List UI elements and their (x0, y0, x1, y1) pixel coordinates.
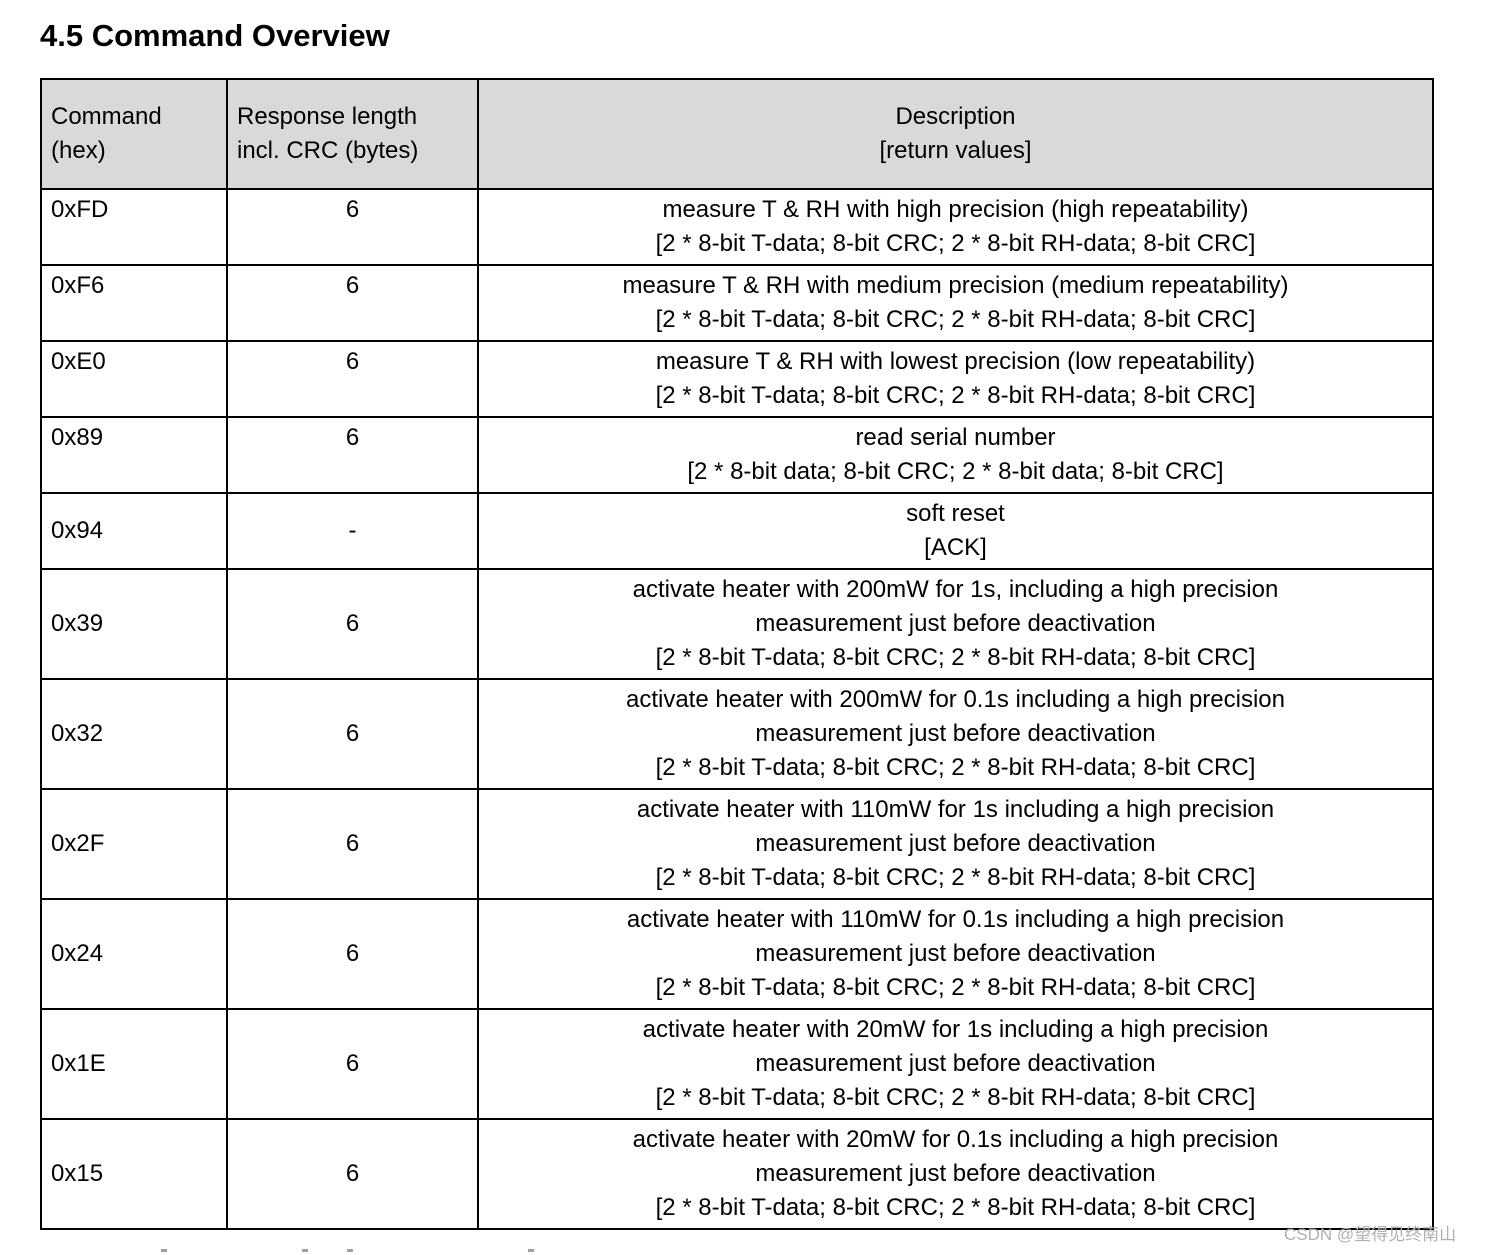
description-line: measure T & RH with medium precision (me… (622, 272, 1289, 299)
description-cell: measure T & RH with lowest precision (lo… (477, 340, 1434, 418)
table-row: 0xE0 6 measure T & RH with lowest precisio… (40, 340, 1434, 418)
header-line: Description (895, 103, 1016, 130)
table-row: 0xFD 6 measure T & RH with high precision … (40, 188, 1434, 266)
description-line: measurement just before deactivation (755, 1050, 1156, 1077)
description-cell: measure T & RH with medium precision (me… (477, 264, 1434, 342)
table-row: 0x89 6 read serial number [2 * 8-bit data; … (40, 416, 1434, 494)
description-line: [2 * 8-bit T-data; 8-bit CRC; 2 * 8-bit … (655, 306, 1256, 333)
clipped-text-fragment (528, 1249, 534, 1252)
description-line: activate heater with 20mW for 1s includi… (642, 1016, 1269, 1043)
header-response-length: Response length incl. CRC (bytes) (226, 78, 479, 190)
table-row: 0x39 6 activate heater with 200mW for 1s, … (40, 568, 1434, 680)
header-description: Description [return values] (477, 78, 1434, 190)
description-line: [2 * 8-bit T-data; 8-bit CRC; 2 * 8-bit … (655, 644, 1256, 671)
response-length-cell: 6 (226, 1118, 479, 1230)
response-length-cell: 6 (226, 1008, 479, 1120)
command-hex-cell: 0x39 (40, 568, 228, 680)
table-row: 0x2F 6 activate heater with 110mW for 1s i… (40, 788, 1434, 900)
header-line: Command (51, 103, 162, 130)
table-row: 0x32 6 activate heater with 200mW for 0.1s… (40, 678, 1434, 790)
description-line: [2 * 8-bit T-data; 8-bit CRC; 2 * 8-bit … (655, 1194, 1256, 1221)
command-overview-table: Command (hex) Response length incl. CRC … (40, 78, 1434, 1230)
description-line: [2 * 8-bit data; 8-bit CRC; 2 * 8-bit da… (687, 458, 1224, 485)
response-length-cell: 6 (226, 568, 479, 680)
description-line: activate heater with 200mW for 0.1s incl… (625, 686, 1285, 713)
description-line: activate heater with 20mW for 0.1s inclu… (632, 1126, 1279, 1153)
header-line: Response length (237, 103, 418, 130)
description-cell: activate heater with 110mW for 1s includ… (477, 788, 1434, 900)
response-length-cell: 6 (226, 340, 479, 418)
csdn-watermark: CSDN @望得见终南山 (1284, 1225, 1457, 1244)
command-hex-cell: 0xF6 (40, 264, 228, 342)
description-cell: read serial number [2 * 8-bit data; 8-bit… (477, 416, 1434, 494)
response-length-cell: 6 (226, 188, 479, 266)
description-cell: activate heater with 200mW for 0.1s incl… (477, 678, 1434, 790)
description-line: [2 * 8-bit T-data; 8-bit CRC; 2 * 8-bit … (655, 230, 1256, 257)
response-length-cell: 6 (226, 678, 479, 790)
response-length-cell: 6 (226, 416, 479, 494)
response-length-cell: 6 (226, 264, 479, 342)
clipped-text-fragment (347, 1249, 353, 1252)
description-line: measurement just before deactivation (755, 1160, 1156, 1187)
clipped-text-fragment (161, 1249, 167, 1252)
table-row: 0x94- soft reset [ACK] (40, 492, 1434, 570)
description-line: [2 * 8-bit T-data; 8-bit CRC; 2 * 8-bit … (655, 754, 1256, 781)
table-row: 0x24 6 activate heater with 110mW for 0.1s… (40, 898, 1434, 1010)
header-line: [return values] (879, 137, 1032, 164)
description-line: measurement just before deactivation (755, 940, 1156, 967)
response-length-cell: - (226, 492, 479, 570)
description-cell: activate heater with 110mW for 0.1s incl… (477, 898, 1434, 1010)
description-cell: activate heater with 20mW for 0.1s inclu… (477, 1118, 1434, 1230)
command-hex-cell: 0x94 (40, 492, 228, 570)
description-line: measure T & RH with high precision (high… (662, 196, 1249, 223)
command-hex-cell: 0xFD (40, 188, 228, 266)
section-title: 4.5 Command Overview (40, 18, 390, 53)
description-line: [2 * 8-bit T-data; 8-bit CRC; 2 * 8-bit … (655, 864, 1256, 891)
description-line: measurement just before deactivation (755, 610, 1156, 637)
command-hex-cell: 0x15 (40, 1118, 228, 1230)
clipped-text-fragment (302, 1249, 308, 1252)
description-line: [2 * 8-bit T-data; 8-bit CRC; 2 * 8-bit … (655, 382, 1256, 409)
description-cell: measure T & RH with high precision (high… (477, 188, 1434, 266)
command-hex-cell: 0x89 (40, 416, 228, 494)
description-line: activate heater with 110mW for 1s includ… (636, 796, 1275, 823)
command-hex-cell: 0x32 (40, 678, 228, 790)
response-length-cell: 6 (226, 898, 479, 1010)
description-line: activate heater with 200mW for 1s, inclu… (632, 576, 1279, 603)
command-hex-cell: 0x1E (40, 1008, 228, 1120)
description-line: measurement just before deactivation (755, 830, 1156, 857)
description-line: soft reset (906, 500, 1005, 527)
header-line: incl. CRC (bytes) (237, 137, 419, 164)
header-line: (hex) (51, 137, 106, 164)
response-length-cell: 6 (226, 788, 479, 900)
header-row: Command (hex) Response length incl. CRC … (40, 78, 1434, 190)
description-line: [2 * 8-bit T-data; 8-bit CRC; 2 * 8-bit … (655, 974, 1256, 1001)
table-row: 0x1E 6 activate heater with 20mW for 1s in… (40, 1008, 1434, 1120)
command-hex-cell: 0x2F (40, 788, 228, 900)
description-cell: activate heater with 20mW for 1s includi… (477, 1008, 1434, 1120)
description-line: measure T & RH with lowest precision (lo… (655, 348, 1256, 375)
description-line: [ACK] (924, 534, 987, 561)
description-cell: soft reset [ACK] (477, 492, 1434, 570)
description-line: activate heater with 110mW for 0.1s incl… (626, 906, 1285, 933)
description-line: read serial number (855, 424, 1056, 451)
table-row: 0xF6 6 measure T & RH with medium precisio… (40, 264, 1434, 342)
description-cell: activate heater with 200mW for 1s, inclu… (477, 568, 1434, 680)
command-hex-cell: 0x24 (40, 898, 228, 1010)
table-row: 0x15 6 activate heater with 20mW for 0.1s … (40, 1118, 1434, 1230)
command-hex-cell: 0xE0 (40, 340, 228, 418)
description-line: [2 * 8-bit T-data; 8-bit CRC; 2 * 8-bit … (655, 1084, 1256, 1111)
header-command-hex: Command (hex) (40, 78, 228, 190)
description-line: measurement just before deactivation (755, 720, 1156, 747)
